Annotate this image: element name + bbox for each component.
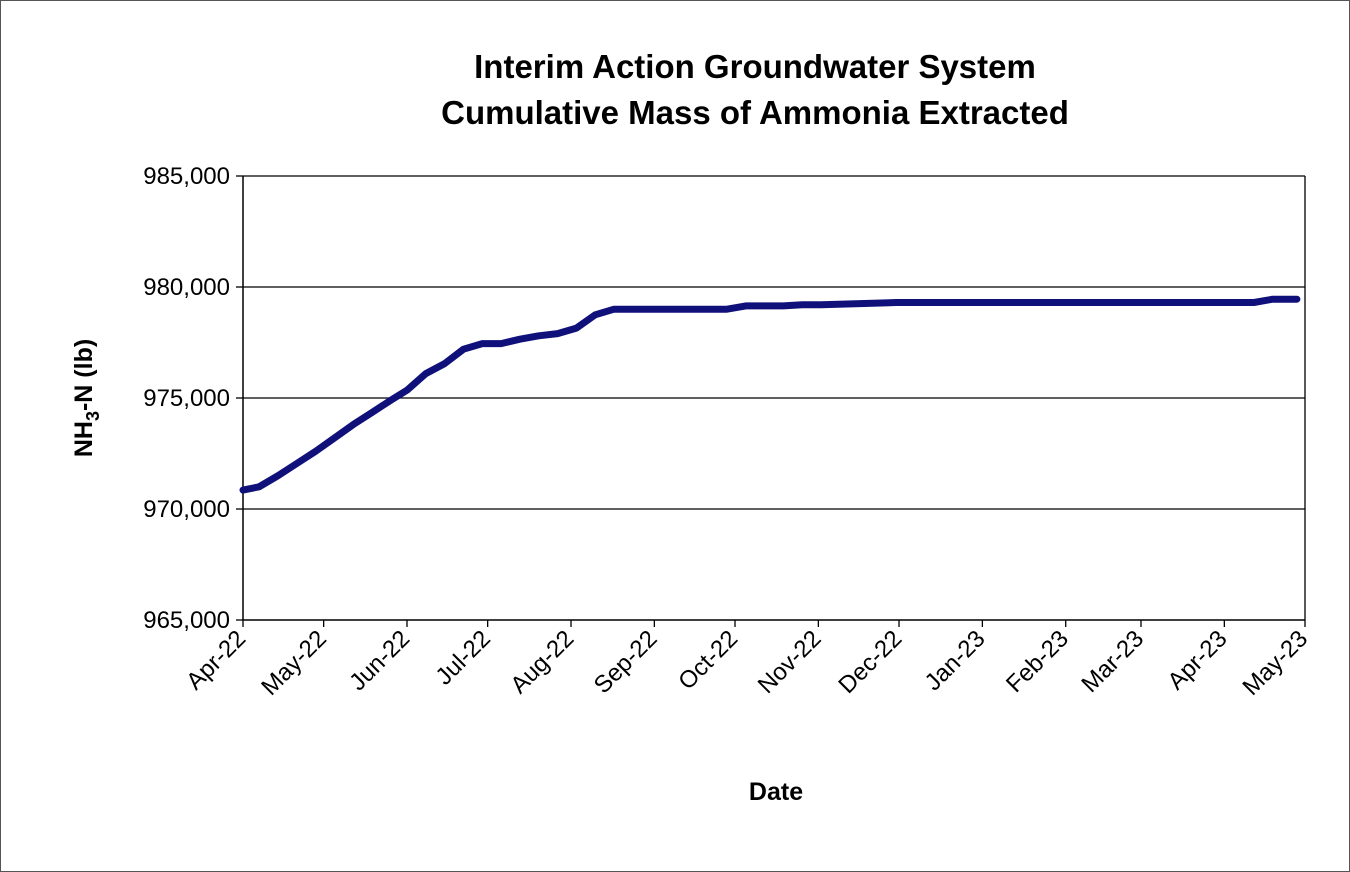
- chart-title-line-1: Interim Action Groundwater System: [474, 48, 1036, 85]
- y-axis-ticks: 965,000 970,000 975,000 980,000 985,000: [143, 163, 243, 634]
- x-tick-label: Apr-22: [181, 625, 251, 695]
- y-axis-title-rest: -N (lb): [70, 339, 98, 411]
- x-tick-label: Nov-22: [753, 625, 827, 699]
- x-tick-label: Aug-22: [505, 625, 579, 699]
- x-tick-label: May-22: [256, 625, 332, 701]
- x-tick-label: Jul-22: [431, 625, 496, 690]
- x-tick-label: Feb-23: [1001, 625, 1074, 698]
- chart-title-line-2: Cumulative Mass of Ammonia Extracted: [441, 94, 1069, 131]
- x-axis-ticks: Apr-22 May-22 Jun-22 Jul-22 Aug-22 Sep-22 Oct-…: [181, 620, 1313, 701]
- y-tick-label: 985,000: [143, 163, 230, 190]
- x-tick-label: Oct-22: [673, 625, 743, 695]
- gridlines: [243, 175, 1305, 510]
- x-tick-label: Jun-22: [344, 625, 415, 696]
- series-group: [239, 295, 1301, 494]
- x-tick-label: Sep-22: [589, 625, 663, 699]
- y-tick-label: 975,000: [143, 385, 230, 412]
- x-tick-label: May-23: [1238, 625, 1314, 701]
- y-tick-label: 980,000: [143, 274, 230, 301]
- x-tick-label: Dec-22: [833, 625, 907, 699]
- y-axis-title-subscript: 3: [83, 411, 103, 421]
- x-tick-label: Mar-23: [1076, 625, 1149, 698]
- chart-title: Interim Action Groundwater System Cumula…: [0, 44, 1350, 136]
- x-axis-title: Date: [749, 778, 803, 806]
- x-tick-label: Jan-23: [920, 625, 991, 696]
- series-line: [239, 295, 1301, 494]
- y-tick-label: 970,000: [143, 496, 230, 523]
- y-axis-title-main: NH: [70, 421, 98, 457]
- x-tick-label: Apr-23: [1163, 625, 1233, 695]
- y-axis-title: NH3-N (lb): [70, 339, 103, 457]
- y-tick-label: 965,000: [143, 607, 230, 634]
